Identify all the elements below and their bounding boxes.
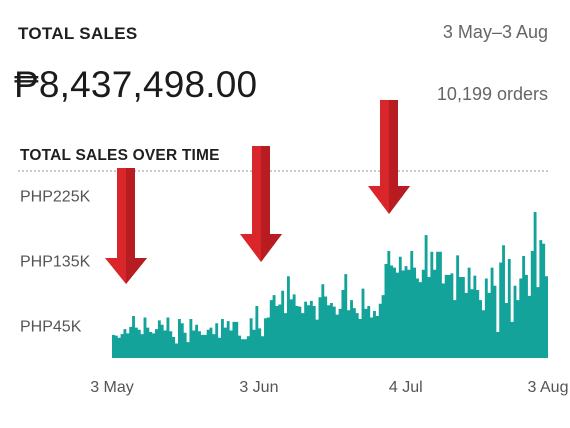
y-tick-label: PHP225K: [20, 188, 91, 205]
red-arrow-icon: [368, 100, 410, 214]
annotation-arrows: [105, 100, 410, 284]
date-range[interactable]: 3 May–3 Aug: [442, 22, 548, 42]
y-tick-label: PHP135K: [20, 253, 91, 270]
x-axis: 3 May 3 Jun 4 Jul 3 Aug: [90, 379, 568, 396]
x-tick-label: 3 Jun: [239, 379, 278, 396]
red-arrow-icon: [105, 168, 147, 284]
y-axis: PHP45K PHP135K PHP225K: [20, 188, 91, 335]
area-layer: [112, 211, 548, 358]
sales-area: [112, 211, 548, 358]
chart-title: TOTAL SALES OVER TIME: [20, 147, 220, 164]
total-sales-heading: TOTAL SALES: [18, 24, 138, 43]
red-arrow-icon: [240, 146, 282, 262]
title-divider: [18, 170, 548, 172]
x-tick-label: 3 May: [90, 379, 134, 396]
orders-count: 10,199 orders: [436, 84, 548, 104]
x-tick-label: 3 Aug: [528, 379, 569, 396]
y-tick-label: PHP45K: [20, 318, 82, 335]
x-tick-label: 4 Jul: [389, 379, 423, 396]
total-sales-value: ₱8,437,498.00: [14, 64, 258, 105]
